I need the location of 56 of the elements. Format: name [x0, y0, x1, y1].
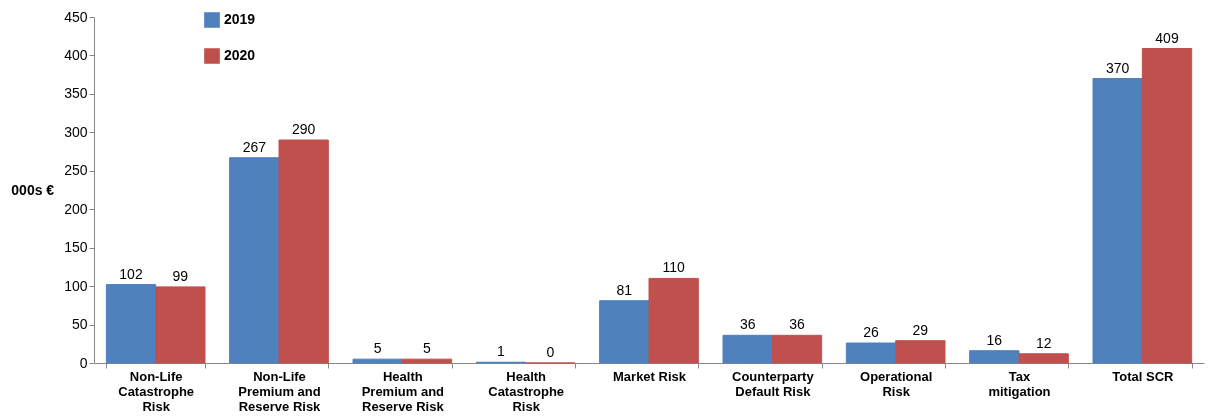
- data-label: 409: [1155, 29, 1179, 46]
- bar: [599, 300, 650, 364]
- x-tick-label: Health Catastrophe Risk: [488, 368, 565, 414]
- data-label: 290: [291, 121, 316, 138]
- data-label: 36: [789, 316, 805, 333]
- x-tick-label: Health Premium and Reserve Risk: [361, 368, 445, 414]
- x-tick-label: Market Risk: [613, 368, 687, 384]
- bar: [352, 358, 403, 364]
- bar: [278, 139, 329, 364]
- data-label: 26: [863, 324, 879, 341]
- bar: [229, 157, 280, 364]
- y-tick-label: 400: [64, 46, 88, 63]
- y-tick-label: 450: [64, 8, 88, 25]
- data-label: 5: [373, 340, 382, 357]
- bar: [1141, 48, 1193, 364]
- bar: [648, 277, 699, 364]
- data-label: 370: [1105, 59, 1130, 76]
- x-tick-label: Non-Life Premium and Reserve Risk: [238, 368, 322, 414]
- bar: [845, 342, 897, 364]
- data-label: 36: [739, 316, 756, 333]
- bar: [895, 340, 946, 364]
- x-tick-label: Tax mitigation: [988, 368, 1051, 399]
- bar: [969, 350, 1020, 364]
- data-label: 16: [986, 331, 1003, 348]
- data-label: 5: [423, 340, 432, 357]
- y-tick-label: 100: [64, 277, 88, 294]
- x-tick-label: Operational Risk: [860, 368, 933, 399]
- bar: [771, 334, 823, 364]
- data-label: 102: [119, 265, 143, 282]
- x-tick-label: Total SCR: [1112, 368, 1175, 384]
- x-tick-label: Counterparty Default Risk: [732, 368, 815, 399]
- bar: [401, 358, 453, 364]
- data-label: 12: [1035, 334, 1052, 351]
- y-tick-label: 350: [64, 85, 88, 102]
- data-label: 0: [546, 344, 555, 360]
- x-tick-label: Non-Life Catastrophe Risk: [118, 368, 195, 414]
- data-label: 267: [242, 138, 267, 155]
- data-label: 1: [497, 343, 506, 360]
- y-tick-label: 250: [64, 162, 88, 179]
- legend-label: 2019: [224, 11, 256, 27]
- bar: [155, 286, 206, 364]
- y-tick-label: 0: [79, 354, 88, 371]
- bar: [722, 334, 773, 364]
- y-tick-label: 150: [64, 239, 88, 256]
- data-label: 29: [912, 321, 929, 338]
- y-tick-label: 50: [71, 316, 88, 333]
- bar: [1092, 78, 1143, 364]
- bar: [1018, 353, 1069, 364]
- data-label: 110: [662, 259, 686, 276]
- y-axis-title: 000s €: [11, 181, 55, 198]
- bar: [105, 284, 157, 364]
- y-tick-label: 300: [64, 123, 88, 140]
- y-tick-label: 200: [64, 200, 88, 217]
- legend-label: 2020: [224, 47, 256, 63]
- data-label: 81: [616, 281, 633, 298]
- data-label: 99: [172, 267, 189, 284]
